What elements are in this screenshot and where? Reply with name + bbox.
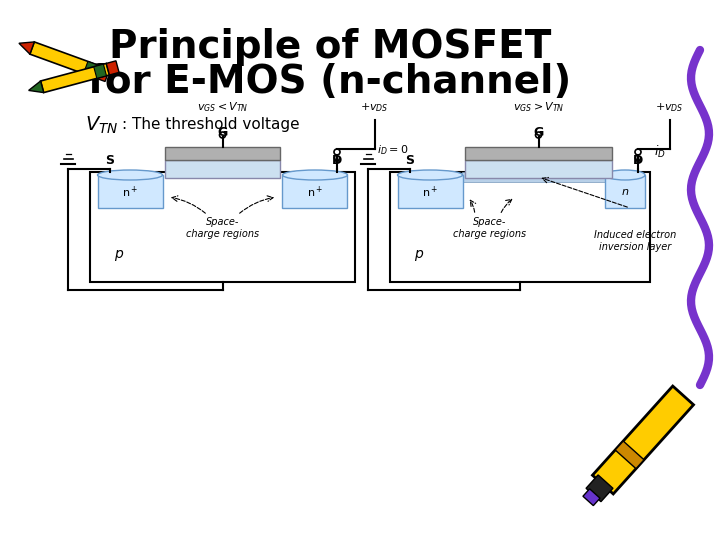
Polygon shape	[586, 475, 613, 502]
Polygon shape	[94, 64, 107, 78]
Polygon shape	[583, 489, 600, 505]
Text: n: n	[621, 187, 629, 197]
Ellipse shape	[605, 170, 645, 180]
Text: S: S	[405, 154, 415, 167]
Bar	[605, 175, 645, 208]
Text: D: D	[332, 154, 342, 167]
Bar	[165, 160, 280, 178]
Bar	[465, 160, 612, 178]
Text: S: S	[106, 154, 114, 167]
Ellipse shape	[282, 170, 348, 180]
Bar	[462, 172, 615, 182]
Text: n$^+$: n$^+$	[122, 184, 138, 200]
Text: p: p	[114, 247, 122, 261]
Text: Induced electron
inversion layer: Induced electron inversion layer	[594, 230, 676, 252]
Bar	[398, 175, 463, 208]
Ellipse shape	[97, 170, 163, 180]
Bar	[165, 147, 280, 160]
Text: $i_D$: $i_D$	[654, 144, 666, 160]
Text: Space-
charge regions: Space- charge regions	[454, 217, 526, 239]
Text: D: D	[633, 154, 643, 167]
Polygon shape	[30, 42, 100, 78]
Polygon shape	[84, 62, 97, 77]
Text: $v_{GS} < V_{TN}$: $v_{GS} < V_{TN}$	[197, 100, 248, 114]
Text: n$^+$: n$^+$	[307, 184, 323, 200]
Bar	[282, 175, 347, 208]
Polygon shape	[29, 81, 44, 92]
Polygon shape	[593, 386, 693, 494]
Text: p: p	[413, 247, 423, 261]
Polygon shape	[615, 441, 644, 469]
Polygon shape	[40, 63, 109, 92]
Text: $v_{GS} > V_{TN}$: $v_{GS} > V_{TN}$	[513, 100, 564, 114]
Text: for E-MOS (n-channel): for E-MOS (n-channel)	[89, 63, 572, 101]
Bar	[390, 172, 650, 282]
Polygon shape	[96, 66, 109, 82]
Bar	[90, 172, 355, 282]
Text: Space-
charge regions: Space- charge regions	[186, 217, 259, 239]
Bar	[465, 147, 612, 160]
Text: $V_{TN}$: $V_{TN}$	[85, 114, 119, 136]
Polygon shape	[107, 61, 119, 75]
Text: $+v_{DS}$: $+v_{DS}$	[360, 101, 389, 114]
Text: G: G	[217, 126, 228, 139]
Text: $i_D = 0$: $i_D = 0$	[377, 143, 408, 157]
Text: $+v_{DS}$: $+v_{DS}$	[655, 101, 683, 114]
Text: G: G	[534, 126, 544, 139]
Bar	[98, 175, 163, 208]
Text: : The threshold voltage: : The threshold voltage	[122, 118, 300, 132]
Polygon shape	[19, 42, 35, 54]
Ellipse shape	[397, 170, 462, 180]
Text: Principle of MOSFET: Principle of MOSFET	[109, 28, 552, 66]
Text: n$^+$: n$^+$	[422, 184, 438, 200]
